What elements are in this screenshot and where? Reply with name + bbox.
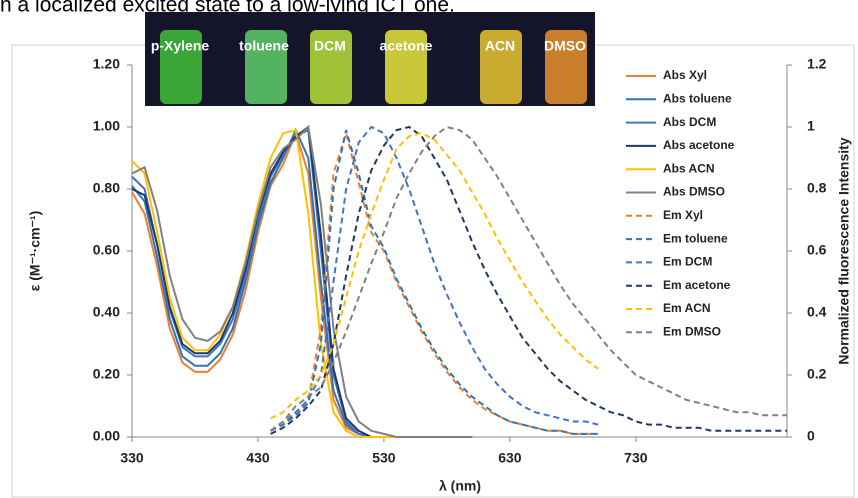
y2-tick-label: 1.2 [807,56,827,72]
legend-label: Abs ACN [663,161,715,175]
legend-label: Abs DMSO [663,185,725,199]
series-line [270,129,599,435]
legend-label: Em ACN [663,301,711,315]
y-tick-label: 1.00 [93,118,120,134]
series-line [270,129,599,435]
x-tick-label: 630 [498,450,522,466]
legend-label: Abs toluene [663,91,732,105]
y2-tick-label: 0.8 [807,180,827,196]
y-tick-label: 0.20 [93,366,120,382]
y-axis-title: ε (M⁻¹·cm⁻¹) [27,211,43,292]
inset-label: acetone [380,38,433,54]
y-tick-label: 0.40 [93,304,120,320]
legend-label: Em toluene [663,231,728,245]
x-tick-label: 730 [624,450,648,466]
series-line [270,125,787,435]
inset-label: DMSO [544,38,586,54]
series-line [270,125,787,432]
legend-label: Em acetone [663,278,731,292]
y2-axis-title: Normalized fluorescence Intensity [836,137,852,364]
y2-tick-label: 0.6 [807,242,827,258]
x-tick-label: 430 [246,450,270,466]
chart-frame [11,44,855,498]
inset-label: toluene [239,38,289,54]
y2-tick-label: 0.4 [807,304,827,320]
series-line [131,124,473,438]
y-tick-label: 0.00 [93,428,120,444]
inset-label: p-Xylene [151,38,210,54]
inset-label: ACN [485,38,515,54]
series-line [131,130,473,438]
legend-label: Em Xyl [663,208,703,222]
y2-tick-label: 0.2 [807,366,827,382]
legend-label: Em DCM [663,255,712,269]
series-line [131,128,473,438]
series-line [270,132,599,420]
y-tick-label: 0.60 [93,242,120,258]
legend-label: Em DMSO [663,324,721,338]
x-tick-label: 330 [120,450,144,466]
y-tick-label: 1.20 [93,56,120,72]
x-axis-title: λ (nm) [439,478,481,494]
y2-tick-label: 0 [807,428,815,444]
inset-label: DCM [314,38,346,54]
y2-tick-label: 1 [807,118,815,134]
y-tick-label: 0.80 [93,180,120,196]
legend-label: Abs acetone [663,138,735,152]
legend-label: Abs DCM [663,115,716,129]
inset-photo: p-Xylene toluene DCM acetone ACN DMSO [145,12,595,106]
x-tick-label: 530 [372,450,396,466]
legend-label: Abs Xyl [663,68,707,82]
